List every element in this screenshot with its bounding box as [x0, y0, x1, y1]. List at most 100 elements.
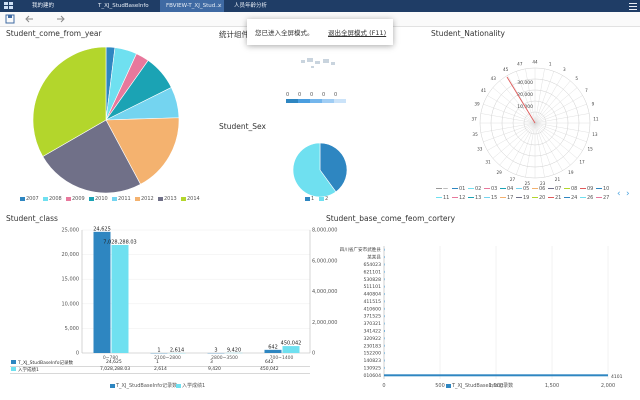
bar[interactable]	[264, 349, 282, 353]
bar[interactable]	[384, 278, 385, 281]
legend-item[interactable]: 2007	[20, 196, 39, 202]
legend-item[interactable]: 06	[532, 186, 545, 192]
map-legend-value: 0	[298, 92, 302, 98]
radar-spoke	[534, 122, 545, 178]
y-tick-label: 15,000	[62, 277, 80, 283]
bar[interactable]	[384, 352, 385, 355]
y-tick-label: 130925	[363, 365, 381, 371]
legend-item[interactable]: 19	[516, 195, 529, 201]
bar[interactable]	[384, 285, 385, 288]
bar[interactable]	[384, 307, 385, 310]
radar-spoke	[534, 122, 578, 159]
table-cell: 入学成绩1	[18, 367, 39, 373]
bar[interactable]	[384, 248, 385, 251]
legend-item[interactable]: 2012	[135, 196, 154, 202]
pie-slice[interactable]	[32, 46, 107, 157]
legend-item[interactable]: 2010	[89, 196, 108, 202]
save-icon[interactable]	[4, 13, 16, 25]
bar[interactable]	[384, 366, 385, 369]
bar[interactable]	[384, 359, 385, 362]
legend-item[interactable]: 02	[468, 186, 481, 192]
tab-fbview[interactable]: FBVIEW-T_XJ_Stud... ×	[160, 0, 224, 12]
bar[interactable]	[93, 231, 111, 353]
legend-item[interactable]: 2013	[158, 196, 177, 202]
radar-axis-label: 29	[496, 170, 502, 175]
map-legend-swatch	[310, 99, 322, 103]
y-tick-label: 411515	[363, 299, 381, 305]
pie-slice[interactable]	[319, 142, 348, 193]
bar[interactable]	[384, 344, 385, 347]
legend-item[interactable]: 05	[516, 186, 529, 192]
bar[interactable]	[384, 293, 385, 296]
y-tick-label: 410600	[363, 306, 381, 312]
legend-item[interactable]: 01	[452, 186, 465, 192]
hamburger-menu-icon[interactable]	[629, 2, 637, 10]
bar-value-label: 642	[268, 344, 278, 350]
radar-spoke	[534, 113, 590, 124]
legend-label: 26	[587, 195, 594, 201]
pie-slice[interactable]	[42, 119, 141, 194]
radar-spoke	[499, 122, 536, 166]
bar[interactable]	[384, 263, 385, 266]
bar[interactable]	[384, 300, 385, 303]
close-icon[interactable]: ×	[217, 3, 222, 9]
chevron-left-icon[interactable]: ‹	[617, 189, 621, 199]
legend-item[interactable]: 12	[452, 195, 465, 201]
legend-item: T_XJ_StudBaseInfo记录数	[110, 382, 177, 389]
legend-item[interactable]: 07	[548, 186, 561, 192]
bar[interactable]	[384, 315, 385, 318]
legend-item[interactable]: 10	[596, 186, 609, 192]
legend-item[interactable]: 27	[596, 195, 609, 201]
bar[interactable]	[384, 270, 385, 273]
bar[interactable]	[384, 256, 385, 259]
legend-item[interactable]: 1	[305, 196, 314, 202]
legend-swatch	[446, 383, 451, 388]
radar-series-line[interactable]	[506, 76, 536, 124]
bar[interactable]	[384, 322, 385, 325]
tab-my-builds[interactable]: 我的建的	[26, 0, 88, 12]
legend-item[interactable]: 03	[484, 186, 497, 192]
legend-item[interactable]: —	[436, 186, 448, 192]
legend-item[interactable]: 17	[500, 195, 513, 201]
legend-item[interactable]: 21	[548, 195, 561, 201]
x-tick-label: 0~780	[103, 355, 118, 361]
pie-slice[interactable]	[292, 142, 337, 198]
legend-item[interactable]: 09	[580, 186, 593, 192]
exit-fullscreen-link[interactable]: 退出全屏模式 (F11)	[328, 29, 387, 37]
chevron-right-icon[interactable]: ›	[626, 189, 630, 199]
legend-item[interactable]: 2009	[66, 196, 85, 202]
legend-item[interactable]: 2	[319, 196, 328, 202]
tab-label: T_XJ_StudBaseInfo	[98, 3, 149, 9]
legend-item[interactable]: 24	[564, 195, 577, 201]
legend-label: 1	[311, 196, 315, 202]
bar[interactable]	[384, 337, 385, 340]
legend-item[interactable]: 26	[580, 195, 593, 201]
bar[interactable]	[384, 329, 385, 332]
grid-menu-icon[interactable]	[4, 2, 14, 10]
bar[interactable]	[384, 374, 608, 377]
legend-item[interactable]: 08	[564, 186, 577, 192]
legend-swatch	[20, 196, 25, 201]
tab-studbaseinfo[interactable]: T_XJ_StudBaseInfo	[92, 0, 158, 12]
legend-item[interactable]: 20	[532, 195, 545, 201]
map-legend-swatch	[334, 99, 346, 103]
y-tick-label: 0	[76, 351, 79, 357]
legend-item[interactable]: 04	[500, 186, 513, 192]
legend-label: 2	[325, 196, 329, 202]
legend-item[interactable]: 2014	[181, 196, 200, 202]
table-cell: 2,614	[154, 366, 167, 372]
legend-item[interactable]: 2008	[43, 196, 62, 202]
pie-slice[interactable]	[105, 117, 180, 185]
radar-axis-label: 31	[485, 159, 491, 164]
radar-spoke	[507, 122, 536, 171]
legend-item[interactable]: 13	[468, 195, 481, 201]
bar[interactable]	[111, 244, 129, 353]
legend-item[interactable]: 11	[436, 195, 449, 201]
tab-age-analysis[interactable]: 人员年龄分析	[228, 0, 288, 12]
legend-item[interactable]: 15	[484, 195, 497, 201]
legend-swatch	[11, 367, 16, 371]
legend-item[interactable]: 2011	[112, 196, 131, 202]
forward-arrow-icon[interactable]	[54, 13, 66, 25]
bar[interactable]	[282, 346, 300, 353]
back-arrow-icon[interactable]	[24, 13, 36, 25]
